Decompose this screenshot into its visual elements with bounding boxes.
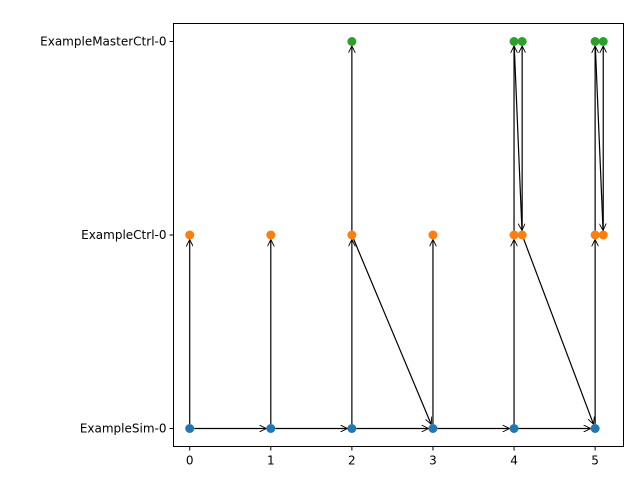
data-point-0-2 [347, 424, 357, 433]
data-point-0-5 [590, 424, 600, 433]
data-point-1-2 [347, 230, 357, 240]
arrow-16 [523, 238, 594, 424]
data-point-1-5 [517, 230, 527, 240]
y-tick-label-2: ExampleMasterCtrl-0 [40, 35, 166, 49]
x-tick-label-4: 4 [510, 454, 518, 468]
x-axis: 0 1 2 3 4 5 [186, 446, 599, 468]
plot-area-frame [173, 23, 624, 447]
data-point-2-3 [590, 37, 600, 46]
x-tick-label-5: 5 [591, 454, 599, 468]
data-point-0-1 [266, 424, 276, 433]
x-tick-label-3: 3 [429, 454, 437, 468]
arrow-14 [513, 45, 522, 231]
data-point-2-0 [347, 37, 357, 46]
data-point-2-4 [598, 37, 608, 46]
x-tick-label-0: 0 [186, 454, 194, 468]
x-tick-label-2: 2 [348, 454, 356, 468]
y-tick-label-1: ExampleCtrl-0 [81, 228, 166, 242]
data-point-1-7 [598, 230, 608, 240]
y-axis: ExampleSim-0 ExampleCtrl-0 ExampleMasterCt… [40, 35, 174, 436]
data-point-0-3 [428, 424, 438, 433]
data-point-1-1 [266, 230, 276, 240]
arrow-18 [594, 45, 603, 231]
arrows-layer [190, 45, 604, 429]
arrow-12 [353, 238, 432, 424]
data-point-2-1 [509, 37, 519, 46]
data-point-2-2 [517, 37, 527, 46]
data-point-1-3 [428, 230, 438, 240]
x-tick-label-1: 1 [267, 454, 275, 468]
data-point-1-4 [509, 230, 519, 240]
data-point-1-6 [590, 230, 600, 240]
points-layer [185, 37, 608, 433]
data-point-0-0 [185, 424, 195, 433]
y-tick-label-0: ExampleSim-0 [80, 422, 167, 436]
data-point-0-4 [509, 424, 519, 433]
data-point-1-0 [185, 230, 195, 240]
